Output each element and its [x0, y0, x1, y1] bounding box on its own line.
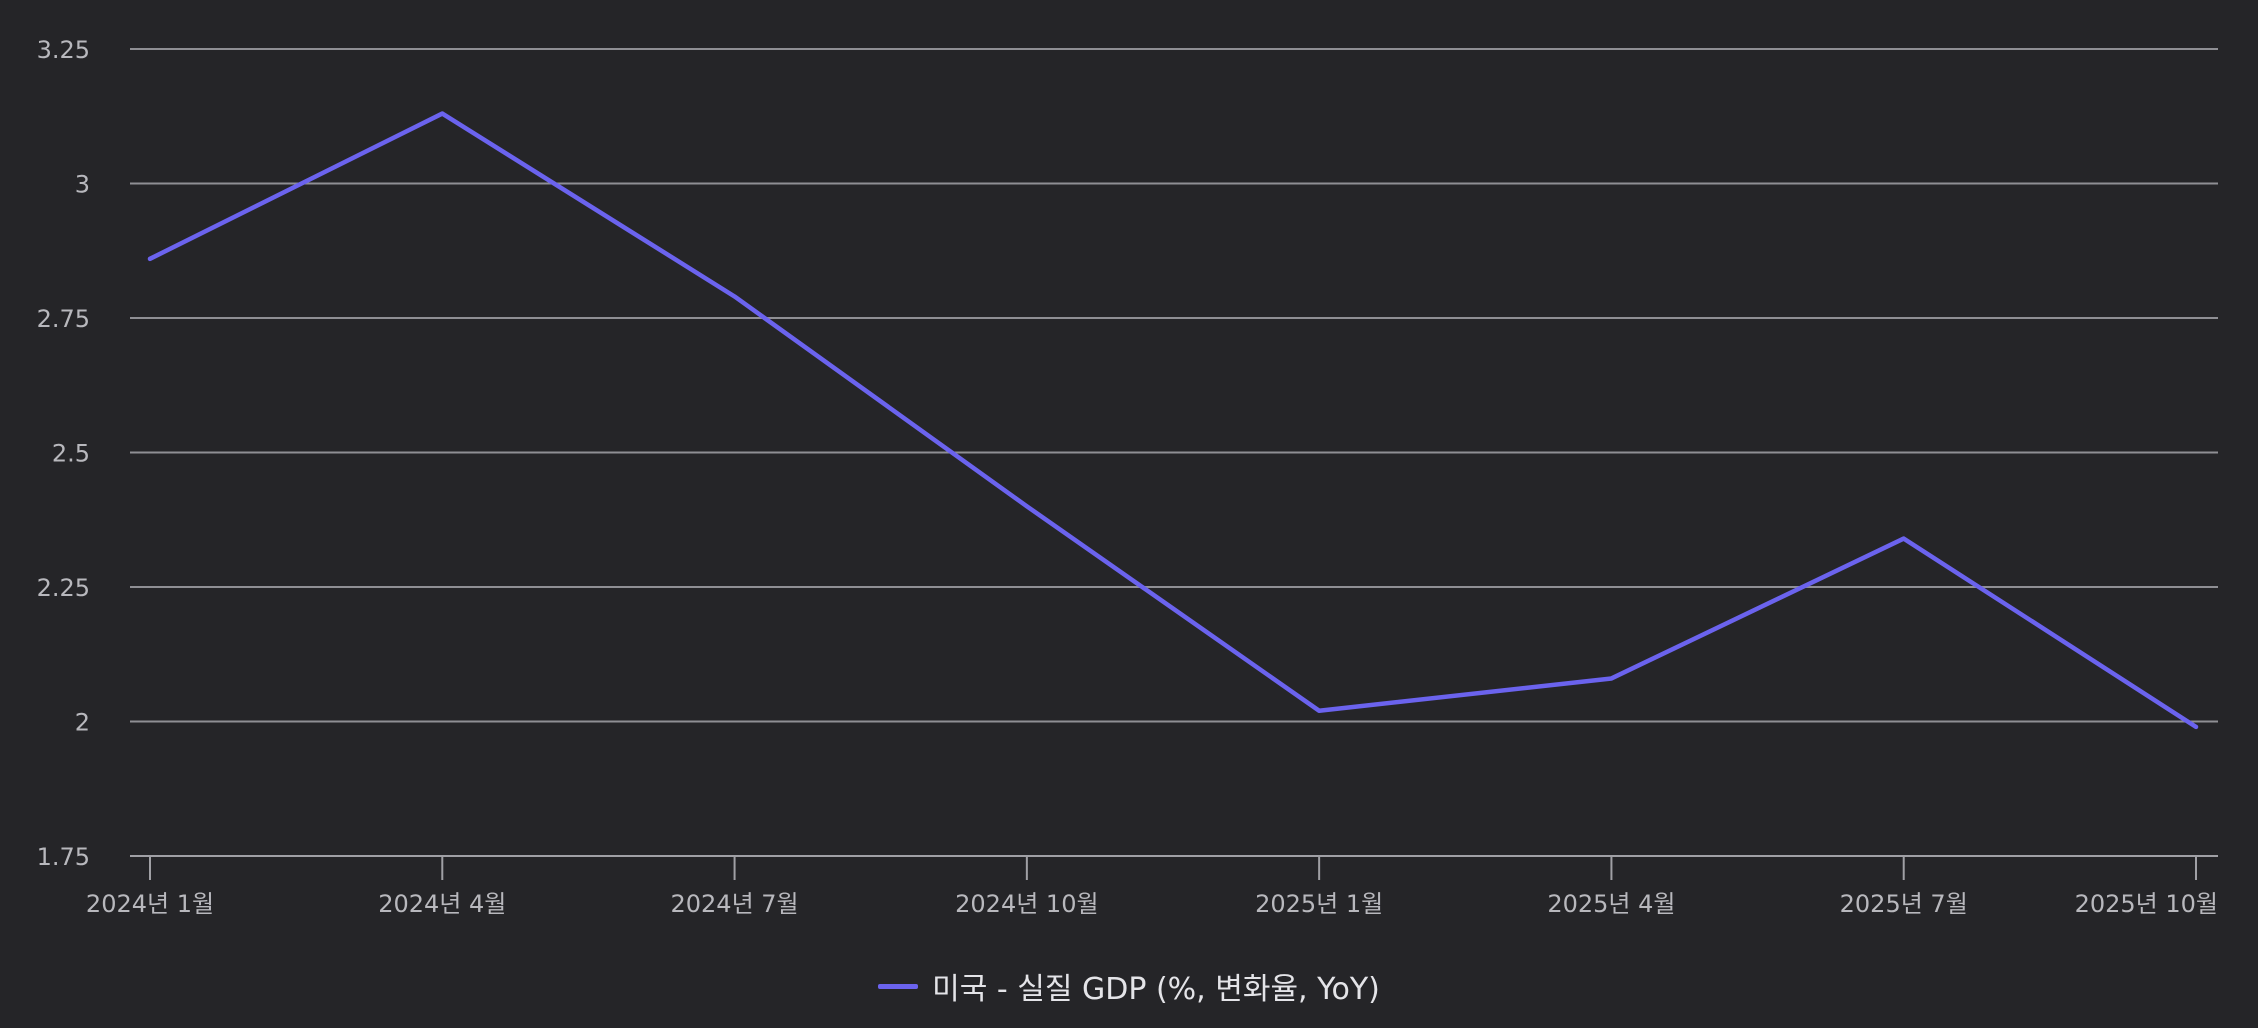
y-tick-label: 1.75	[37, 843, 90, 871]
x-tick-label: 2024년 10월	[955, 890, 1098, 918]
y-tick-label: 2.75	[37, 305, 90, 333]
x-tick-label: 2024년 1월	[86, 890, 214, 918]
data-point[interactable]	[2194, 724, 2198, 729]
x-tick-label: 2024년 7월	[671, 890, 799, 918]
y-tick-label: 2.5	[52, 440, 90, 468]
y-axis-labels: 1.75 2 2.25 2.5 2.75 3 3.25	[37, 36, 90, 871]
x-tick-label: 2024년 4월	[378, 890, 506, 918]
legend-label: 미국 - 실질 GDP (%, 변화율, YoY)	[932, 972, 1380, 1007]
legend-swatch	[878, 983, 919, 989]
data-point[interactable]	[440, 111, 445, 116]
legend[interactable]: 미국 - 실질 GDP (%, 변화율, YoY)	[0, 964, 2258, 1008]
data-point[interactable]	[1317, 708, 1322, 713]
y-tick-label: 3	[75, 171, 90, 199]
x-tick-label: 2025년 1월	[1255, 890, 1383, 918]
x-axis-labels: 2024년 1월 2024년 4월 2024년 7월 2024년 10월 2025년 1…	[86, 890, 2218, 918]
y-tick-label: 3.25	[37, 36, 90, 64]
grid-layer	[130, 48, 2218, 857]
y-tick-label: 2.25	[37, 574, 90, 602]
x-tick-label: 2025년 4월	[1547, 890, 1675, 918]
data-point[interactable]	[1609, 676, 1614, 681]
x-tick-label: 2025년 10월	[2075, 890, 2218, 918]
data-point[interactable]	[1024, 504, 1029, 509]
series-layer	[147, 111, 2199, 730]
y-tick-label: 2	[75, 709, 90, 737]
data-point[interactable]	[1901, 536, 1906, 541]
x-tick-label: 2025년 7월	[1840, 890, 1968, 918]
data-point[interactable]	[732, 294, 737, 299]
x-axis	[149, 856, 2197, 880]
data-point[interactable]	[148, 256, 152, 261]
series-line[interactable]	[147, 111, 2199, 730]
